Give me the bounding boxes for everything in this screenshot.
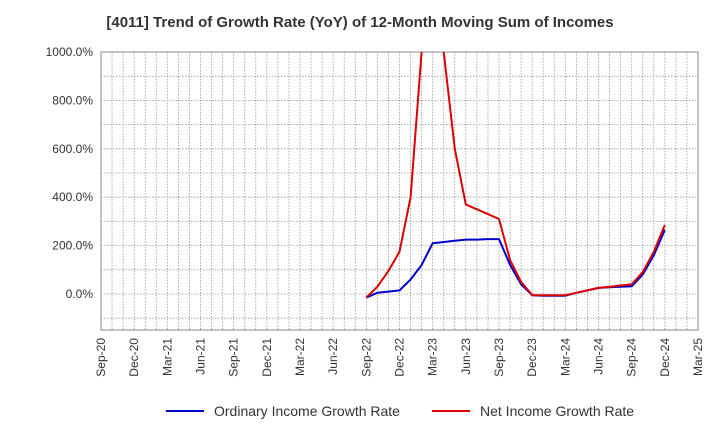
x-tick-label: Mar-23 [426, 338, 440, 376]
axis-labels: 0.0% 200.0% 400.0% 600.0% 800.0% 1000.0% Sep-2… [46, 45, 705, 377]
x-tick-label: Sep-21 [227, 338, 241, 377]
legend-label-net: Net Income Growth Rate [480, 403, 635, 419]
y-tick-label: 800.0% [52, 93, 93, 107]
x-tick-label: Jun-24 [592, 338, 606, 375]
x-tick-label: Sep-24 [625, 338, 639, 377]
series-lines [365, 52, 666, 299]
y-tick-label: 0.0% [66, 287, 94, 301]
y-tick-label: 400.0% [52, 190, 93, 204]
chart-title: [4011] Trend of Growth Rate (YoY) of 12-… [106, 14, 614, 31]
x-tick-label: Dec-24 [658, 338, 672, 377]
legend-item-net: Net Income Growth Rate [432, 403, 634, 419]
legend-swatch-ordinary [166, 410, 204, 412]
x-tick-label: Mar-25 [691, 338, 705, 376]
legend: Ordinary Income Growth Rate Net Income G… [0, 403, 720, 427]
x-tick-label: Dec-21 [260, 338, 274, 377]
x-tick-label: Dec-20 [127, 338, 141, 377]
y-tick-label: 1000.0% [46, 45, 94, 59]
x-tick-label: Sep-23 [492, 338, 506, 377]
x-tick-label: Mar-22 [293, 338, 307, 376]
x-tick-label: Dec-23 [525, 338, 539, 377]
y-tick-label: 200.0% [52, 239, 93, 253]
x-tick-label: Jun-21 [194, 338, 208, 375]
legend-label-ordinary: Ordinary Income Growth Rate [214, 403, 400, 419]
x-tick-label: Jun-22 [326, 338, 340, 375]
series-line-net-income [365, 52, 666, 299]
legend-swatch-net [432, 410, 470, 412]
x-tick-label: Jun-23 [459, 338, 473, 375]
x-tick-label: Sep-20 [94, 338, 108, 377]
x-tick-label: Mar-24 [558, 338, 572, 376]
x-tick-label: Dec-22 [393, 338, 407, 377]
grid-lines [101, 52, 698, 330]
legend-item-ordinary: Ordinary Income Growth Rate [166, 403, 400, 419]
x-tick-label: Mar-21 [160, 338, 174, 376]
x-tick-label: Sep-22 [359, 338, 373, 377]
y-tick-label: 600.0% [52, 142, 93, 156]
